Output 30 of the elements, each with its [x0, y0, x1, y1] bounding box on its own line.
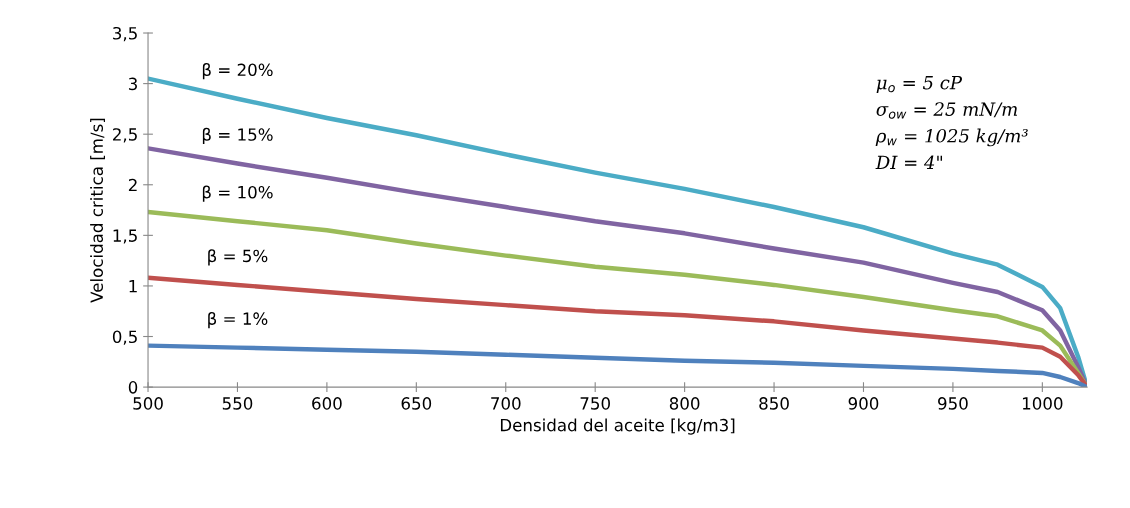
annotation: μ$_{o}$ = 5 cP	[876, 76, 963, 93]
y-axis-title: Velocidad critica [m/s]	[90, 118, 105, 303]
x-tick-label: 550	[222, 397, 253, 410]
annotation: σ$_{ow}$ = 25 mN/m	[876, 102, 1018, 119]
x-tick-label: 800	[669, 397, 700, 410]
x-tick-label: 650	[401, 397, 432, 410]
y-tick-label: 3	[128, 77, 137, 91]
y-tick-label: 1,5	[113, 229, 137, 244]
x-tick-label: 500	[133, 397, 163, 410]
series-label: β = 15%	[202, 127, 273, 145]
y-tick-label: 0,5	[112, 330, 137, 345]
y-tick-label: 3,5	[113, 26, 137, 42]
series-label: β = 10%	[202, 185, 273, 202]
y-tick-label: 1	[129, 280, 137, 293]
x-tick-label: 950	[938, 397, 968, 410]
series-label: β = 20%	[202, 63, 273, 80]
y-tick-label: 2,5	[113, 128, 137, 143]
x-tick-label: 700	[491, 397, 521, 410]
annotation: ρ$_{w}$ = 1025 kg/m³	[875, 128, 1028, 147]
annotation: DI = 4"	[875, 155, 943, 169]
x-tick-label: 850	[759, 397, 789, 410]
x-tick-label: 600	[312, 397, 342, 410]
y-tick-label: 2	[128, 178, 137, 192]
series-label: β = 5%	[208, 249, 268, 266]
x-tick-label: 1000	[1022, 397, 1063, 410]
x-tick-label: 750	[580, 397, 610, 410]
y-tick-label: 0	[128, 381, 138, 394]
x-axis-title: Densidad del aceite [kg/m3]	[500, 418, 735, 435]
series-label: β = 1%	[208, 311, 268, 329]
x-tick-label: 900	[848, 397, 879, 410]
